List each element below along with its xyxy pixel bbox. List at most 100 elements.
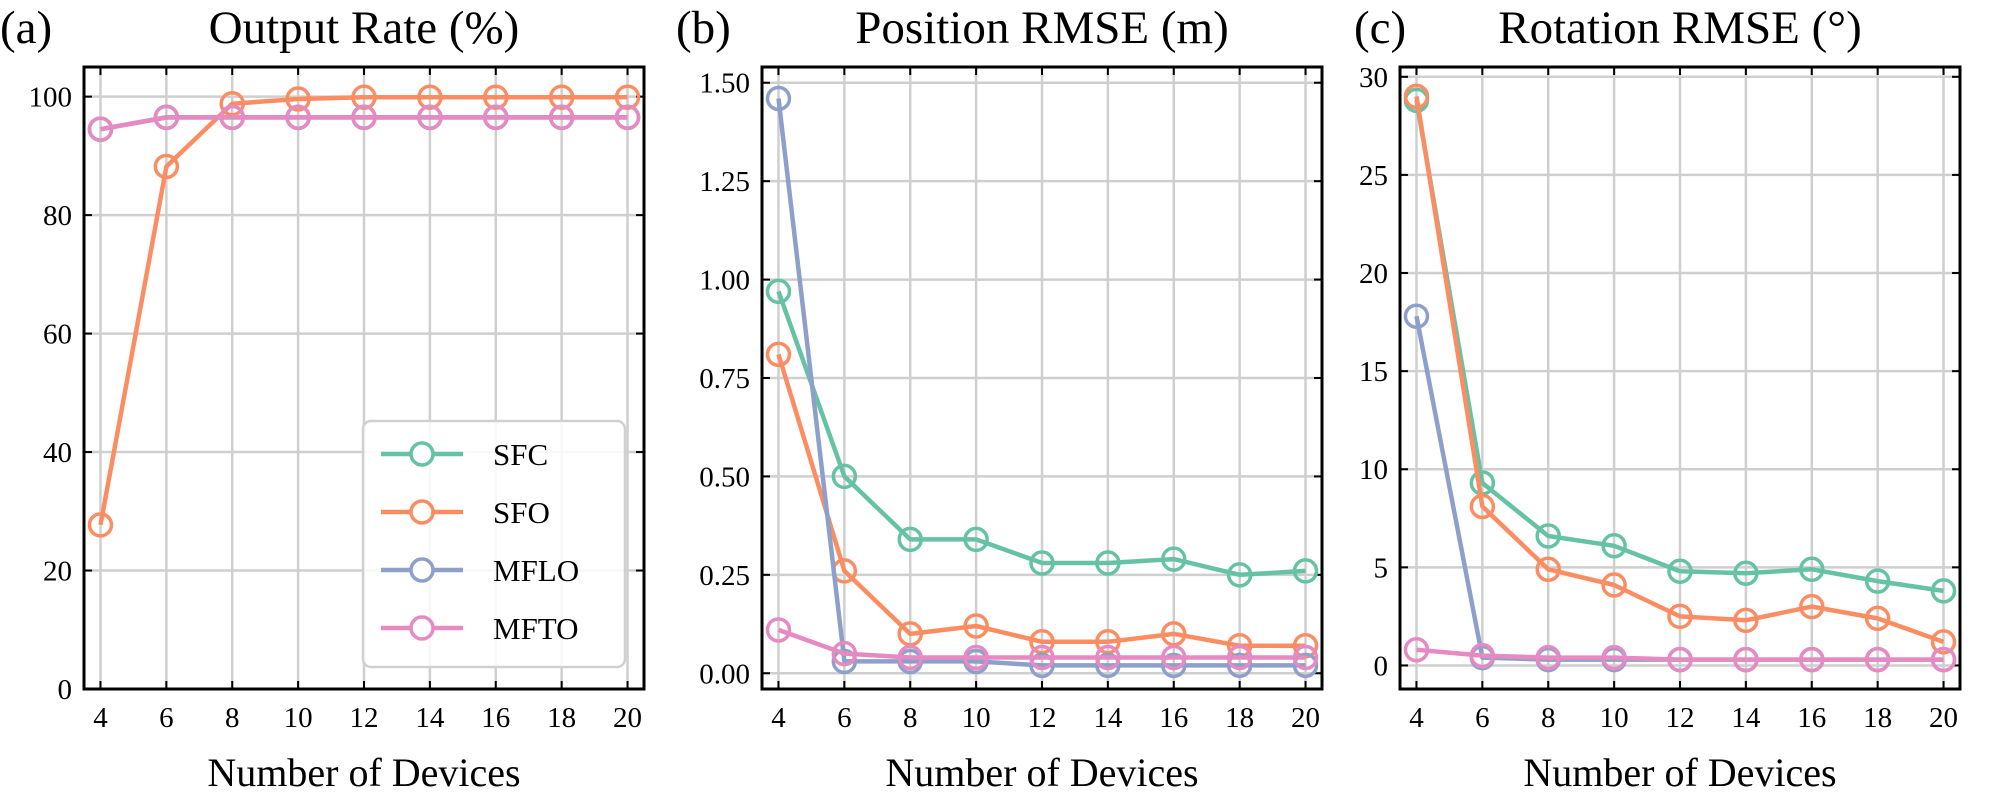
- x-tick-label: 14: [1093, 702, 1123, 734]
- data-point-mfto: [963, 644, 989, 671]
- data-point-sfo: [87, 512, 114, 538]
- data-point-mfto: [897, 644, 923, 671]
- x-tick-label: 6: [837, 702, 852, 734]
- y-tick-label: 40: [43, 437, 72, 469]
- x-tick-label: 4: [93, 702, 108, 734]
- series-mfto: [1403, 637, 1957, 673]
- data-point-sfc: [765, 278, 792, 305]
- panel-1: 4 6 8 10 12 14 16 18 20 0 20 40 60 80 100 (a) Output Rat…: [0, 2, 646, 795]
- series-line-sfo: [1414, 96, 1945, 645]
- legend: SFC SFO MFLO MFTO: [361, 419, 627, 669]
- data-point-sfc: [1226, 562, 1253, 588]
- series-line-mfto: [100, 115, 628, 132]
- data-point-mfto: [614, 104, 641, 131]
- data-point-sfo: [1601, 572, 1627, 598]
- data-point-sfo: [1864, 605, 1891, 632]
- data-point-sfc: [1864, 568, 1891, 594]
- legend-box: [361, 419, 627, 669]
- data-point-sfo: [548, 84, 575, 110]
- data-point-mfto: [548, 104, 575, 131]
- data-point-mfto: [87, 116, 114, 142]
- data-point-mflo: [831, 648, 858, 675]
- x-axis-label: Number of Devices: [885, 750, 1198, 795]
- y-tick-label: 80: [43, 200, 72, 232]
- x-tick-label: 20: [1291, 702, 1320, 734]
- panel-label: (c): [1354, 2, 1406, 54]
- data-point-sfc: [1161, 546, 1187, 572]
- x-tick-label: 16: [481, 702, 510, 734]
- y-tick-label: 1.00: [699, 265, 750, 297]
- series-mfto: [765, 617, 1319, 671]
- data-point-mfto: [1930, 646, 1957, 673]
- y-tick-label: 0.75: [699, 363, 750, 395]
- x-tick-label: 16: [1797, 702, 1826, 734]
- data-point-mfto: [831, 640, 858, 667]
- data-point-mflo: [1095, 652, 1121, 679]
- series-line-mfto: [1416, 647, 1944, 662]
- data-point-sfc: [1535, 523, 1561, 549]
- data-point-mflo: [1403, 303, 1430, 329]
- data-point-sfo: [1535, 556, 1561, 583]
- x-tick-label: 4: [1409, 702, 1424, 734]
- x-tick-label: 6: [1475, 702, 1490, 734]
- data-point-mfto: [417, 104, 443, 131]
- panel-3: 4 6 8 10 12 14 16 18 20 0 5 10 15 20 25 30 (c) Rotation R…: [1354, 2, 1962, 795]
- data-point-sfo: [1799, 593, 1825, 620]
- legend-marker-mflo: [409, 557, 435, 583]
- x-tick-label: 10: [962, 702, 991, 734]
- data-point-mfto: [153, 104, 180, 131]
- axes-frame: [760, 65, 1324, 691]
- data-point-sfc: [1601, 533, 1627, 559]
- series-line-sfc: [776, 290, 1306, 578]
- chart-title: Output Rate (%): [209, 2, 520, 54]
- data-point-mfto: [1095, 644, 1121, 671]
- legend-label-sfo: SFO: [493, 495, 550, 530]
- data-point-sfo: [765, 341, 792, 368]
- data-point-mfto: [1029, 644, 1055, 671]
- y-tick-label: 0: [58, 674, 73, 706]
- y-tick-label: 0: [1374, 650, 1389, 682]
- x-tick-label: 20: [1929, 702, 1958, 734]
- data-point-mfto: [1161, 644, 1187, 671]
- data-point-sfo: [153, 153, 180, 180]
- y-tick-label: 0.50: [699, 461, 750, 493]
- legend-marker-mfto: [409, 615, 435, 641]
- data-point-mfto: [1403, 637, 1430, 663]
- data-point-sfc: [1667, 558, 1693, 585]
- x-tick-label: 18: [1225, 702, 1254, 734]
- data-point-sfo: [963, 613, 989, 639]
- y-tick-label: 1.50: [699, 68, 750, 100]
- data-point-sfc: [1733, 560, 1759, 586]
- x-tick-label: 20: [613, 702, 642, 734]
- data-point-sfo: [1930, 629, 1957, 655]
- chart-title: Position RMSE (m): [855, 2, 1228, 54]
- data-point-sfc: [963, 526, 989, 553]
- data-point-mfto: [1601, 644, 1627, 671]
- y-tick-label: 20: [43, 556, 72, 588]
- x-tick-label: 8: [903, 702, 918, 734]
- data-point-sfc: [1029, 550, 1055, 576]
- y-tick-label: 60: [43, 319, 72, 351]
- data-point-mfto: [1864, 646, 1891, 673]
- x-tick-label: 14: [1731, 702, 1761, 734]
- x-axis-label: Number of Devices: [1523, 750, 1836, 795]
- data-point-sfc: [1095, 550, 1121, 576]
- data-point-mfto: [219, 104, 245, 131]
- y-tick-label: 0.00: [699, 658, 750, 690]
- legend-label-mfto: MFTO: [493, 611, 579, 646]
- series-line-sfo: [776, 353, 1306, 648]
- series-mflo: [765, 85, 1319, 679]
- data-point-mfto: [285, 104, 311, 131]
- legend-marker-sfc: [409, 441, 435, 467]
- data-point-mflo: [1029, 652, 1055, 679]
- x-tick-label: 8: [1541, 702, 1556, 734]
- legend-label-mflo: MFLO: [493, 553, 579, 588]
- x-tick-label: 12: [350, 702, 379, 734]
- y-tick-label: 20: [1359, 258, 1388, 290]
- panel-label: (a): [0, 2, 52, 54]
- data-point-sfo: [1733, 607, 1759, 634]
- series-sfo: [1403, 83, 1957, 655]
- data-point-sfc: [1930, 578, 1957, 604]
- data-point-mfto: [765, 617, 792, 643]
- series-line-sfo: [98, 94, 628, 526]
